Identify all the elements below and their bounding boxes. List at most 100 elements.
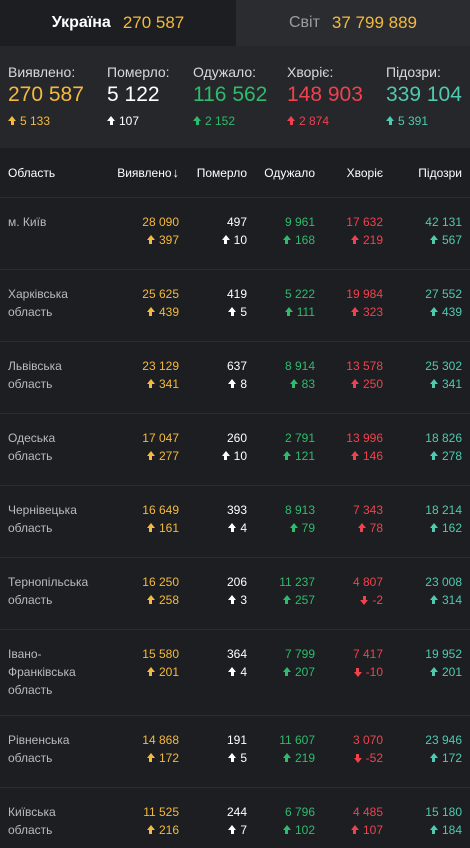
suspected-value: 18 214: [425, 503, 462, 517]
cell-recovered: 8 914 83: [247, 357, 315, 413]
table-row[interactable]: Київська область 11 525 216 244 7 6 796 102 4 4…: [0, 788, 470, 848]
detected-delta: 258: [146, 591, 179, 609]
arrow-up-icon: [228, 752, 237, 762]
summary-stat-delta-value: 2 152: [205, 114, 236, 128]
suspected-value: 23 008: [425, 575, 462, 589]
arrow-up-icon: [350, 306, 359, 316]
table-row[interactable]: Івано-Франківська область 15 580 201 364 4 7 …: [0, 630, 470, 716]
detected-value: 16 649: [142, 503, 179, 517]
suspected-delta-value: 184: [441, 823, 462, 837]
died-delta: 7: [228, 821, 247, 839]
region-name: Одеська область: [8, 431, 56, 463]
header-sick[interactable]: Хворіє: [346, 165, 383, 180]
detected-delta: 201: [146, 663, 179, 681]
recovered-value: 11 237: [279, 575, 315, 589]
suspected-delta: 278: [429, 447, 462, 465]
recovered-delta: 83: [289, 375, 315, 393]
arrow-up-icon: [429, 450, 438, 460]
recovered-delta-value: 207: [294, 665, 315, 679]
cell-recovered: 9 961 168: [247, 213, 315, 269]
table-row[interactable]: Львівська область 23 129 341 637 8 8 914 83 13 …: [0, 342, 470, 414]
table-row[interactable]: Чернівецька область 16 649 161 393 4 8 913 79 7…: [0, 486, 470, 558]
cell-suspected: 15 180 184: [383, 803, 462, 848]
summary-stat-label: Виявлено:: [8, 64, 76, 80]
sick-delta: 219: [350, 231, 383, 249]
died-value: 637: [226, 359, 247, 373]
summary-stat-value: 5 122: [107, 83, 160, 106]
cell-detected: 16 250 258: [100, 573, 179, 629]
sick-value: 7 417: [352, 647, 383, 661]
header-region[interactable]: Область: [8, 165, 56, 180]
sick-delta: 78: [357, 519, 383, 537]
summary-stat-delta-value: 2 874: [299, 114, 330, 128]
cell-detected: 17 047 277: [100, 429, 179, 485]
header-recovered[interactable]: Одужало: [264, 165, 315, 180]
detected-delta: 397: [146, 231, 179, 249]
arrow-up-icon: [350, 824, 359, 834]
suspected-delta-value: 162: [441, 521, 462, 535]
table-row[interactable]: Одеська область 17 047 277 260 10 2 791 121 13 …: [0, 414, 470, 486]
arrow-up-icon: [228, 306, 237, 316]
cell-suspected: 18 214 162: [383, 501, 462, 557]
cell-detected: 15 580 201: [100, 645, 179, 715]
table-row[interactable]: Харківська область 25 625 439 419 5 5 222 111 1…: [0, 270, 470, 342]
tab-ukraine[interactable]: Україна 270 587: [0, 0, 236, 46]
cell-died: 637 8: [179, 357, 247, 413]
header-detected[interactable]: Виявлено↓: [100, 165, 179, 180]
suspected-delta: 341: [429, 375, 462, 393]
arrow-up-icon: [282, 752, 291, 762]
table-row[interactable]: Рівненська область 14 868 172 191 5 11 607 219…: [0, 716, 470, 788]
recovered-delta-value: 102: [294, 823, 315, 837]
arrow-up-icon: [146, 752, 155, 762]
arrow-up-icon: [228, 666, 237, 676]
summary-stat: Одужало: 116 562 2 152: [193, 64, 287, 148]
regions-table: м. Київ 28 090 397 497 10 9 961 168 17 632 219 42…: [0, 198, 470, 848]
arrow-up-icon: [357, 522, 366, 532]
cell-suspected: 27 552 439: [383, 285, 462, 341]
summary-stat-label: Підозри:: [386, 64, 441, 80]
arrow-up-icon: [429, 752, 438, 762]
died-value: 393: [226, 503, 247, 517]
summary-stats: Виявлено: 270 587 5 133 Померло: 5 122 107 Оду…: [0, 46, 470, 148]
suspected-value: 27 552: [425, 287, 462, 301]
died-value: 419: [226, 287, 247, 301]
detected-delta: 277: [146, 447, 179, 465]
died-value: 497: [226, 215, 247, 229]
sick-value: 19 984: [346, 287, 383, 301]
arrow-up-icon: [284, 306, 293, 316]
suspected-delta-value: 567: [441, 233, 462, 247]
detected-delta-value: 172: [158, 751, 179, 765]
recovered-value: 8 913: [284, 503, 315, 517]
died-value: 206: [226, 575, 247, 589]
died-delta-value: 3: [240, 593, 247, 607]
header-died[interactable]: Померло: [196, 165, 247, 180]
arrow-up-icon: [429, 378, 438, 388]
arrow-down-icon: [353, 667, 362, 677]
sick-delta-value: 107: [362, 823, 383, 837]
recovered-delta: 168: [282, 231, 315, 249]
sick-value: 13 578: [346, 359, 383, 373]
summary-stat: Виявлено: 270 587 5 133: [8, 64, 107, 148]
died-delta: 10: [221, 447, 247, 465]
suspected-delta: 201: [429, 663, 462, 681]
region-name: Івано-Франківська область: [8, 647, 76, 697]
sick-delta-value: -10: [365, 665, 383, 679]
arrow-up-icon: [386, 115, 394, 125]
recovered-value: 8 914: [284, 359, 315, 373]
sick-delta-value: 146: [362, 449, 383, 463]
cell-detected: 23 129 341: [100, 357, 179, 413]
arrow-up-icon: [282, 594, 291, 604]
header-suspected[interactable]: Підозри: [418, 165, 462, 180]
cell-recovered: 7 799 207: [247, 645, 315, 715]
table-row[interactable]: Тернопільська область 16 250 258 206 3 11 237…: [0, 558, 470, 630]
sick-value: 4 485: [352, 805, 383, 819]
summary-stat-label: Хворіє:: [287, 64, 334, 80]
sick-delta-value: 250: [362, 377, 383, 391]
arrow-up-icon: [350, 378, 359, 388]
detected-value: 11 525: [143, 805, 179, 819]
arrow-up-icon: [146, 306, 155, 316]
tab-world[interactable]: Світ 37 799 889: [236, 0, 470, 46]
detected-delta-value: 161: [158, 521, 179, 535]
table-row[interactable]: м. Київ 28 090 397 497 10 9 961 168 17 632 219 42…: [0, 198, 470, 270]
arrow-up-icon: [146, 450, 155, 460]
